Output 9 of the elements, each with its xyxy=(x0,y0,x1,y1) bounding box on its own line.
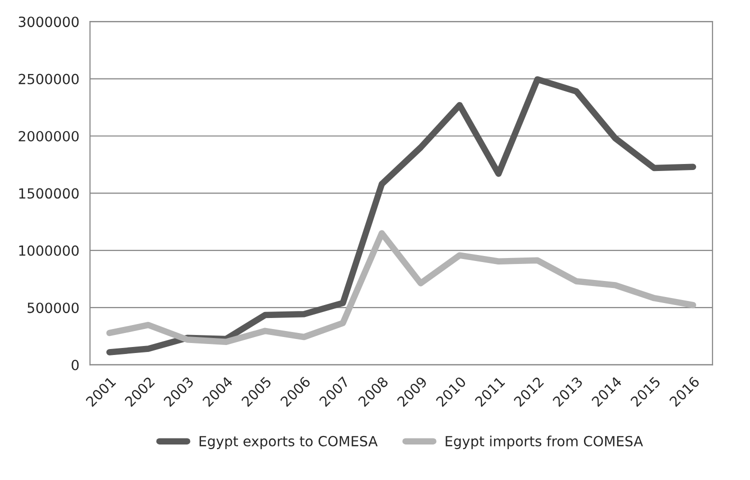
legend-label: Egypt exports to COMESA xyxy=(200,436,378,450)
y-tick-label: 1500000 xyxy=(19,188,79,199)
y-tick-label: 1000000 xyxy=(19,245,79,256)
y-tick-label: 0 xyxy=(72,360,79,370)
y-tick-label: 2500000 xyxy=(18,74,79,84)
y-tick-label: 3000000 xyxy=(18,16,79,28)
y-tick-label: 500000 xyxy=(28,302,79,314)
legend-label: Egypt imports from COMESA xyxy=(446,436,643,450)
y-tick-label: 2000000 xyxy=(18,130,79,142)
